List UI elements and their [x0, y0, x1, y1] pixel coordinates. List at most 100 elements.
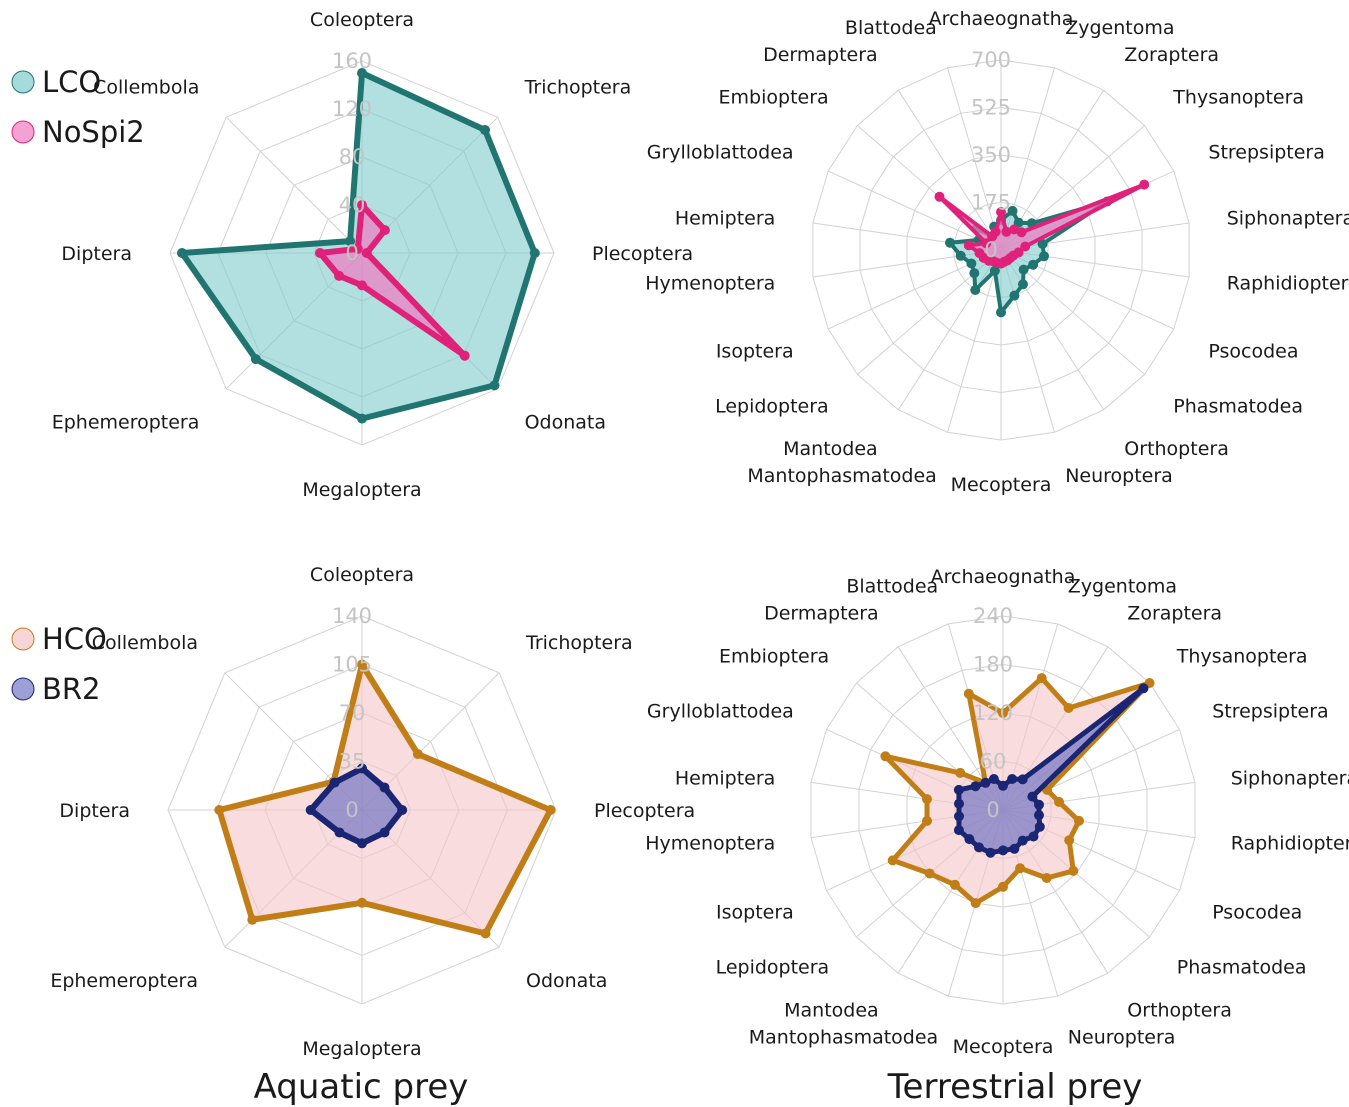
- axis-label-archaeognatha: Archaeognatha: [931, 566, 1076, 588]
- tick-label-120: 120: [332, 97, 372, 121]
- point-br2-megaloptera: [357, 838, 367, 849]
- axis-label-coleoptera: Coleoptera: [310, 564, 414, 586]
- point-nospi2-blattodea: [990, 226, 1001, 237]
- point-hco-diptera: [214, 805, 225, 815]
- tick-label-240: 240: [973, 604, 1013, 628]
- radar-panel-aquatic-lco-nospi2: 0 40 80 120 160 Coleoptera Trichoptera Plecopte…: [11, 9, 693, 501]
- point-nospi2-zygentoma: [1001, 226, 1012, 237]
- tick-label-160: 160: [332, 49, 372, 73]
- point-lco-raphidioptera: [1039, 251, 1049, 262]
- point-lco-isoptera: [966, 258, 977, 269]
- axis-label-mantophasmatodea: Mantophasmatodea: [749, 1027, 938, 1049]
- legend-swatch-lco: [11, 70, 35, 94]
- point-br2-isoptera: [953, 825, 964, 836]
- point-br2-phasmatodea: [1028, 831, 1039, 842]
- axis-label-lepidoptera: Lepidoptera: [716, 957, 830, 979]
- point-nospi2-hymenoptera: [974, 248, 985, 259]
- point-br2-orthoptera: [1017, 835, 1028, 846]
- point-br2-ephemeroptera: [334, 827, 345, 838]
- point-nospi2-coleoptera: [357, 200, 367, 210]
- point-hco-ephemeroptera: [247, 914, 258, 925]
- point-lco-plecoptera: [529, 248, 540, 258]
- spoke-collembola: [225, 116, 363, 254]
- tick-label-175: 175: [971, 191, 1011, 215]
- axis-label-dermaptera: Dermaptera: [763, 44, 878, 66]
- point-hco-phasmatodea: [1068, 865, 1079, 876]
- point-lco-coleoptera: [357, 68, 367, 78]
- axis-label-psocodea: Psocodea: [1208, 341, 1298, 363]
- point-nospi2-collembola: [352, 243, 363, 254]
- legend-label-br2: BR2: [42, 672, 101, 706]
- tick-label-60: 60: [980, 750, 1007, 774]
- point-lco-hemiptera: [945, 237, 955, 248]
- point-hco-mantodea: [949, 879, 960, 890]
- point-lco-siphonaptera: [1037, 239, 1048, 249]
- tick-label-35: 35: [339, 750, 366, 774]
- point-br2-embioptera: [970, 781, 981, 792]
- axis-label-hymenoptera: Hymenoptera: [645, 272, 775, 294]
- point-hco-neuroptera: [1015, 863, 1026, 874]
- axis-label-phasmatodea: Phasmatodea: [1177, 957, 1307, 979]
- axis-label-ephemeroptera: Ephemeroptera: [52, 412, 200, 434]
- spoke-grylloblattodea: [827, 170, 1002, 251]
- axis-label-zygentoma: Zygentoma: [1065, 17, 1174, 39]
- point-hco-coleoptera: [357, 659, 367, 670]
- axis-label-grylloblattodea: Grylloblattodea: [647, 701, 794, 723]
- point-hco-orthoptera: [1041, 873, 1052, 883]
- point-br2-mantodea: [974, 842, 984, 853]
- legend-swatch-hco: [11, 627, 35, 651]
- tick-label-105: 105: [332, 653, 372, 677]
- footer-terrestrial-prey: Terrestrial prey: [887, 1067, 1143, 1107]
- point-hco-siphonaptera: [1054, 796, 1064, 807]
- axis-label-trichoptera: Trichoptera: [525, 632, 633, 654]
- point-br2-hemiptera: [954, 798, 964, 809]
- point-nospi2-embioptera: [934, 191, 945, 202]
- point-hco-embioptera: [955, 767, 966, 778]
- axis-label-diptera: Diptera: [61, 243, 132, 265]
- axis-label-embioptera: Embioptera: [719, 87, 829, 109]
- axis-label-raphidioptera: Raphidioptera: [1227, 272, 1349, 294]
- legend-label-lco: LCO: [42, 65, 101, 99]
- axis-label-lepidoptera: Lepidoptera: [715, 395, 829, 417]
- point-hco-plecoptera: [545, 805, 556, 815]
- point-hco-odonata: [480, 928, 491, 939]
- axis-label-zygentoma: Zygentoma: [1068, 575, 1177, 597]
- tick-label-0: 0: [345, 798, 358, 822]
- point-lco-orthoptera: [1018, 279, 1028, 290]
- point-lco-mantophasmatodea: [989, 265, 1000, 276]
- point-nospi2-siphonaptera: [1020, 241, 1031, 252]
- axis-label-mantodea: Mantodea: [784, 1000, 879, 1022]
- tick-label-0: 0: [345, 241, 358, 265]
- axis-label-phasmatodea: Phasmatodea: [1173, 395, 1303, 417]
- point-lco-megaloptera: [357, 413, 367, 424]
- axis-label-collembola: Collembola: [92, 632, 198, 654]
- axis-label-thysanoptera: Thysanoptera: [1172, 87, 1304, 109]
- axis-label-dermaptera: Dermaptera: [764, 603, 879, 625]
- point-lco-mecoptera: [996, 307, 1006, 318]
- point-br2-coleoptera: [357, 763, 367, 774]
- point-br2-diptera: [305, 805, 316, 815]
- axis-label-megaloptera: Megaloptera: [302, 479, 421, 501]
- axis-label-isoptera: Isoptera: [716, 341, 794, 363]
- tick-label-80: 80: [339, 145, 366, 169]
- point-nospi2-megaloptera: [357, 280, 367, 291]
- point-hco-raphidioptera: [1074, 815, 1084, 826]
- tick-label-0: 0: [984, 238, 997, 262]
- axis-label-neuroptera: Neuroptera: [1065, 465, 1173, 487]
- point-hco-mecoptera: [998, 881, 1008, 892]
- point-nospi2-plecoptera: [361, 248, 372, 258]
- tick-label-700: 700: [971, 48, 1011, 72]
- tick-label-180: 180: [973, 653, 1013, 677]
- point-br2-thysanoptera: [1138, 683, 1149, 694]
- axis-label-zoraptera: Zoraptera: [1124, 44, 1219, 66]
- axis-label-orthoptera: Orthoptera: [1127, 1000, 1232, 1022]
- axis-label-diptera: Diptera: [59, 800, 130, 822]
- legend-swatch-nospi2: [11, 120, 35, 144]
- point-nospi2-diptera: [315, 248, 325, 258]
- axis-label-psocodea: Psocodea: [1212, 902, 1302, 924]
- axis-label-odonata: Odonata: [525, 412, 606, 434]
- tick-label-0: 0: [986, 798, 999, 822]
- point-br2-trichoptera: [379, 782, 390, 793]
